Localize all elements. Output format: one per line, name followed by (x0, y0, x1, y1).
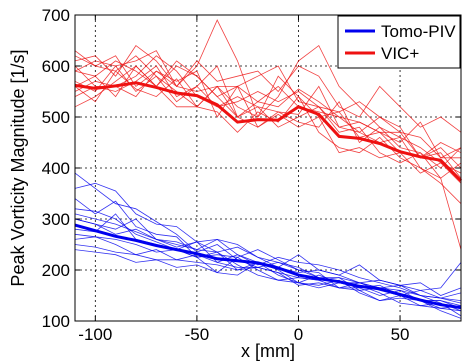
y-tick-label: 300 (42, 210, 70, 229)
tomo-piv-run-line (74, 198, 462, 312)
tomo-piv-mean-line (74, 223, 462, 310)
vic-run-line (74, 70, 462, 159)
y-tick-label: 600 (42, 57, 70, 76)
x-axis-label: x [mm] (241, 341, 295, 361)
y-axis-label: Peak Vorticity Magnitude [1/s] (8, 49, 28, 286)
x-tick-label: 0 (294, 325, 303, 344)
x-tick-label: -100 (78, 325, 112, 344)
legend-label: Tomo-PIV (381, 22, 456, 41)
legend-box (337, 15, 461, 69)
mean-lines (74, 81, 463, 310)
vic-run-line (74, 60, 462, 169)
axis-ticks: -100 -50 0 50 100 200 300 400 500 600 700 (42, 6, 461, 344)
vic-individual-runs (74, 19, 462, 250)
vic-run-line (74, 55, 462, 159)
y-tick-label: 100 (42, 312, 70, 331)
legend: Tomo-PIV VIC+ (337, 15, 461, 69)
tomo-piv-run-line (74, 244, 462, 299)
x-tick-label: 50 (391, 325, 410, 344)
y-tick-label: 500 (42, 108, 70, 127)
tomo-piv-run-line (74, 218, 462, 317)
vic-mean-line (74, 81, 463, 182)
tomo-piv-run-line (74, 182, 462, 304)
x-tick-label: -50 (185, 325, 210, 344)
y-tick-label: 700 (42, 6, 70, 25)
vic-run-line (74, 60, 462, 179)
vic-run-line (74, 65, 462, 250)
legend-label: VIC+ (381, 44, 419, 63)
y-tick-label: 400 (42, 159, 70, 178)
vic-run-line (74, 45, 462, 133)
y-tick-label: 200 (42, 261, 70, 280)
